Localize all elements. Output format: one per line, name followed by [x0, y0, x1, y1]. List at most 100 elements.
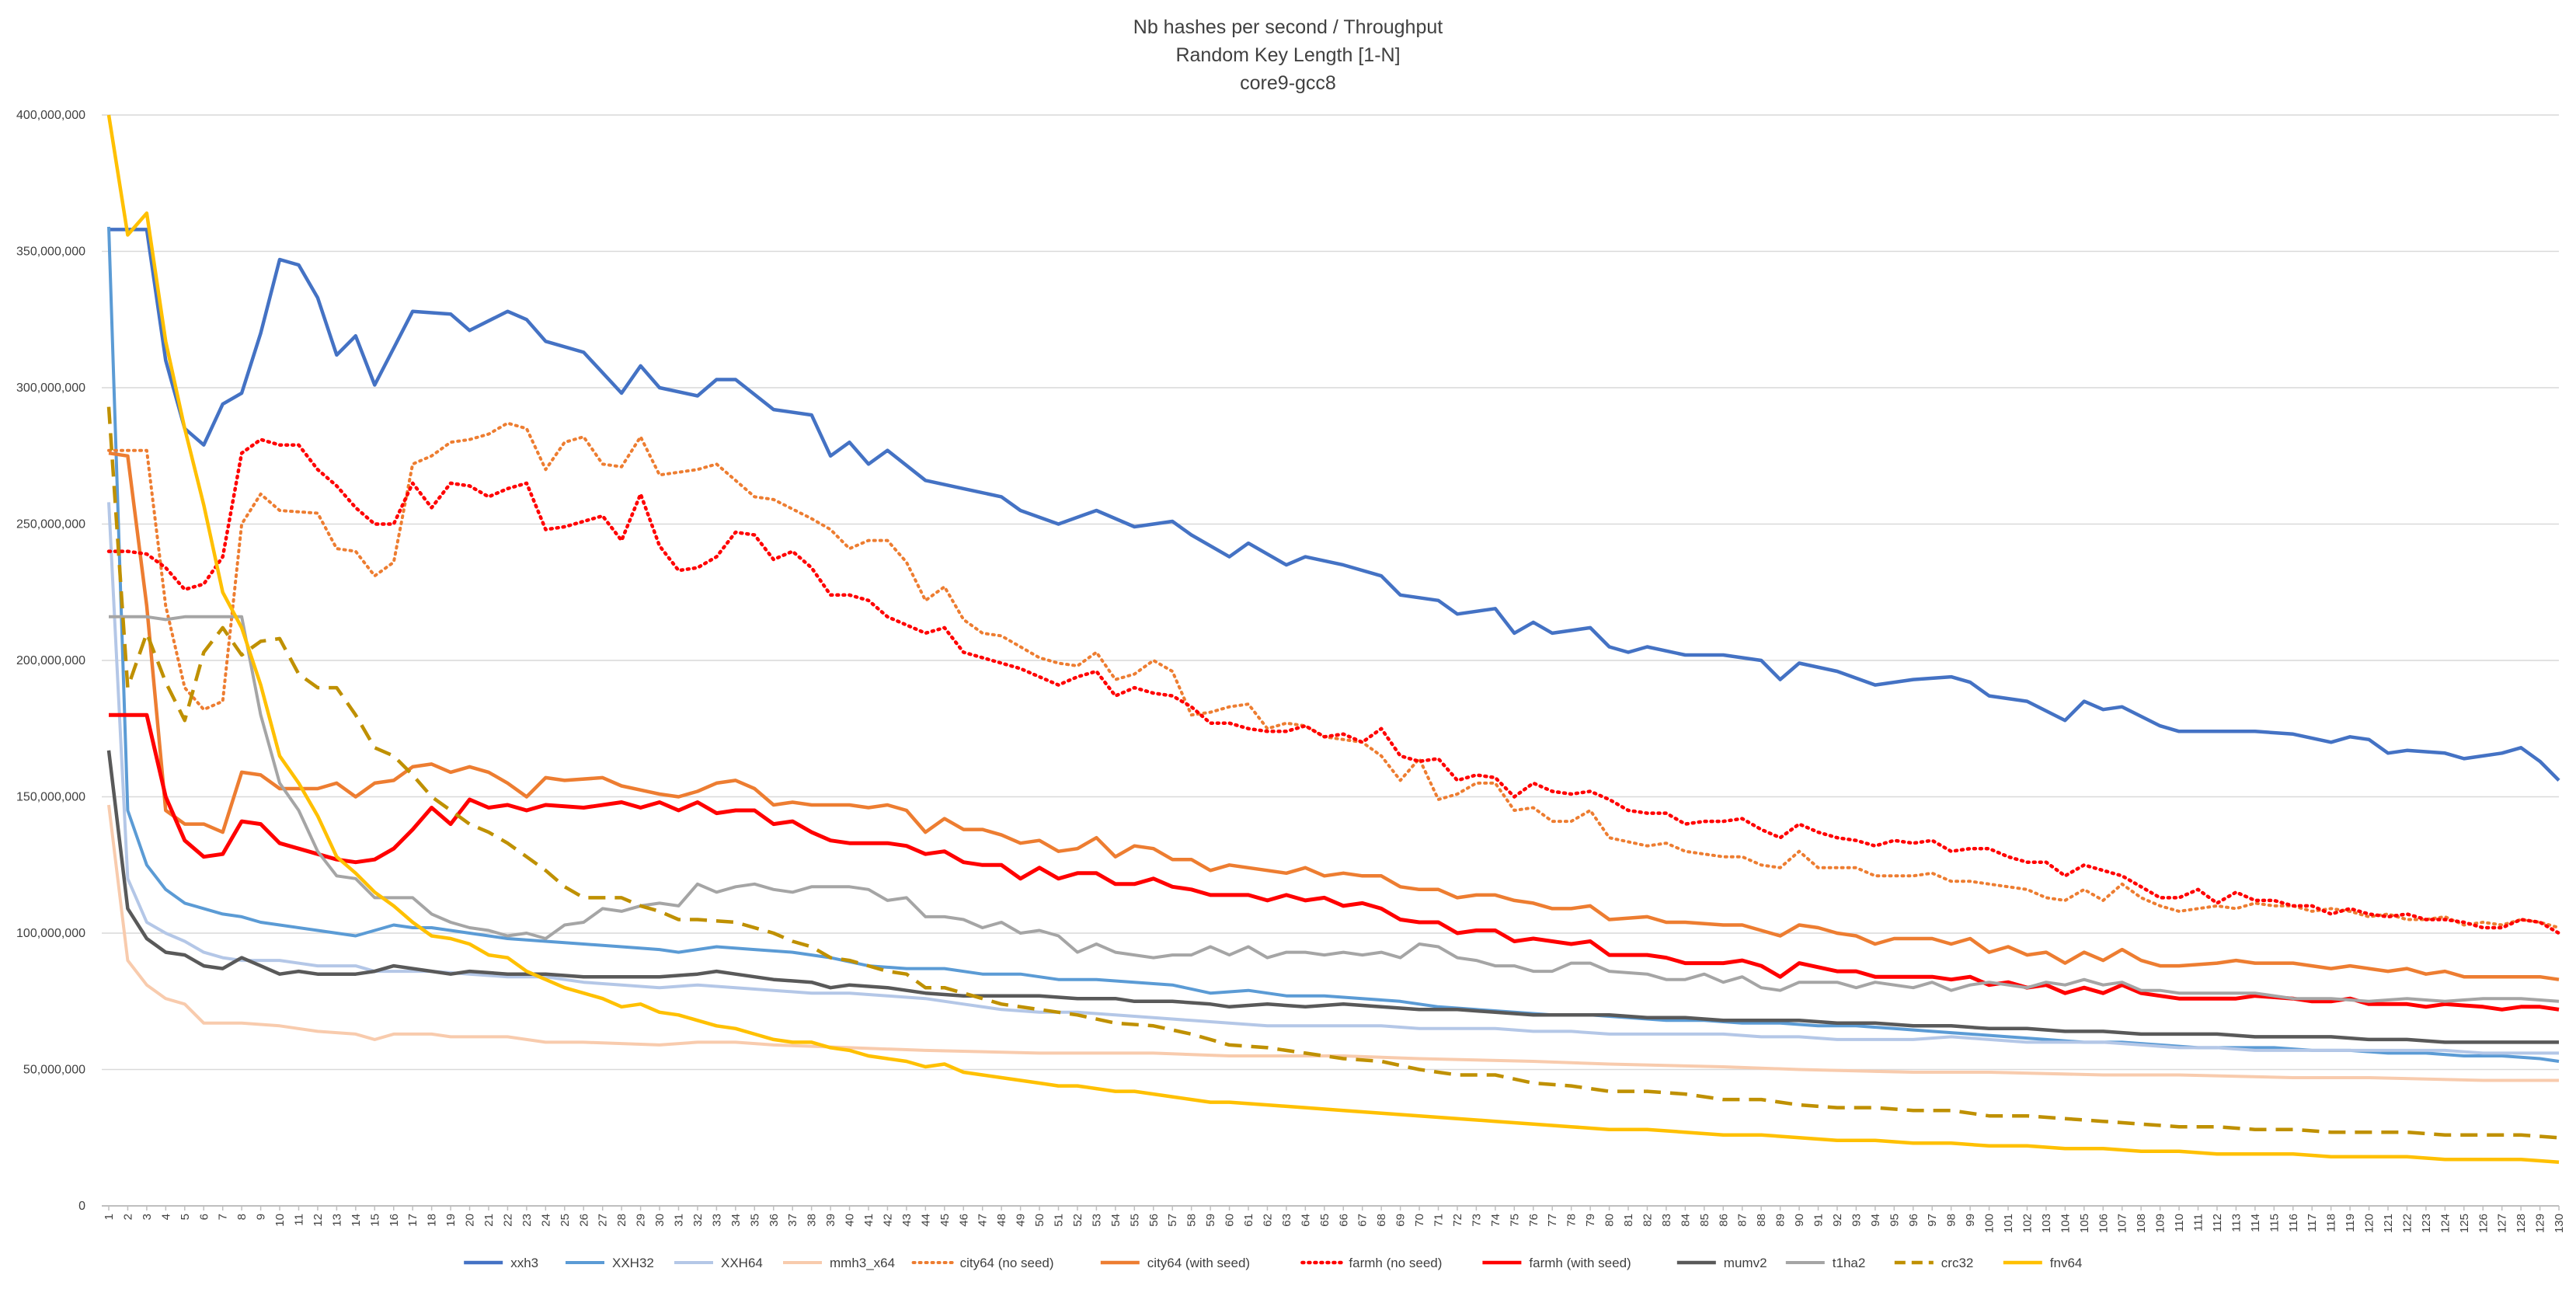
x-tick-label: 19	[444, 1214, 458, 1227]
x-tick-label: 59	[1204, 1214, 1217, 1227]
x-tick-label: 125	[2458, 1214, 2471, 1233]
x-tick-label: 9	[255, 1214, 268, 1220]
x-tick-label: 108	[2135, 1214, 2148, 1233]
x-tick-label: 1	[103, 1214, 116, 1220]
x-tick-label: 91	[1812, 1214, 1826, 1227]
x-tick-label: 114	[2249, 1214, 2262, 1232]
x-tick-label: 87	[1736, 1214, 1749, 1227]
x-tick-label: 82	[1641, 1214, 1654, 1227]
x-tick-label: 13	[330, 1214, 343, 1227]
x-tick-label: 17	[406, 1214, 419, 1227]
x-tick-label: 15	[368, 1214, 381, 1227]
legend-item-xxh3: xxh3	[464, 1256, 538, 1270]
x-tick-label: 112	[2211, 1214, 2224, 1232]
x-tick-label: 104	[2059, 1214, 2072, 1233]
x-tick-label: 103	[2040, 1214, 2053, 1233]
x-tick-label: 88	[1755, 1214, 1768, 1227]
x-tick-label: 120	[2363, 1214, 2376, 1233]
x-tick-label: 62	[1261, 1214, 1274, 1227]
series-line-mmh3-x64	[107, 804, 2559, 1082]
y-axis-tick-labels: 0 50,000,000 100,000,000 150,000,000 200,000…	[16, 109, 85, 1213]
x-tick-label: 116	[2287, 1214, 2300, 1232]
gridlines	[102, 114, 2560, 1211]
legend-label: city64 (with seed)	[1147, 1256, 1250, 1270]
x-tick-label: 36	[768, 1214, 781, 1227]
series-line-fnv64	[106, 114, 2560, 1165]
legend-label: farmh (no seed)	[1349, 1256, 1442, 1270]
x-tick-label: 44	[919, 1214, 932, 1227]
x-tick-label: 113	[2230, 1214, 2243, 1232]
x-tick-label: 56	[1147, 1214, 1161, 1227]
legend-item-fnv64: fnv64	[2003, 1256, 2083, 1270]
x-tick-label: 23	[520, 1214, 534, 1227]
x-tick-label: 84	[1679, 1214, 1692, 1227]
x-tick-label: 122	[2400, 1214, 2414, 1233]
x-tick-label: 35	[748, 1214, 761, 1227]
x-tick-label: 8	[235, 1214, 249, 1220]
series-line-farmh-no-seed	[106, 437, 2561, 935]
x-tick-label: 11	[293, 1214, 306, 1226]
legend-label: XXH32	[612, 1256, 654, 1270]
series-line-city64-with-seed	[108, 451, 2560, 981]
x-tick-label: 43	[900, 1214, 914, 1227]
x-tick-label: 75	[1508, 1214, 1521, 1227]
x-tick-label: 115	[2268, 1214, 2281, 1232]
x-tick-label: 102	[2021, 1214, 2034, 1233]
x-tick-label: 4	[159, 1214, 172, 1220]
x-tick-label: 2	[121, 1214, 134, 1220]
legend-item-mumv2: mumv2	[1676, 1256, 1767, 1270]
x-tick-label: 86	[1717, 1214, 1730, 1227]
legend-label: farmh (with seed)	[1529, 1256, 1631, 1270]
legend-label: fnv64	[2050, 1256, 2083, 1270]
x-tick-label: 106	[2097, 1214, 2110, 1233]
x-tick-label: 29	[635, 1214, 648, 1227]
x-tick-label: 21	[482, 1214, 496, 1227]
x-tick-label: 51	[1053, 1214, 1066, 1227]
x-tick-label: 58	[1185, 1214, 1199, 1227]
legend-label: mmh3_x64	[830, 1256, 895, 1270]
legend-item-city64-with-seed: city64 (with seed)	[1100, 1256, 1250, 1270]
x-tick-label: 127	[2496, 1214, 2509, 1233]
x-tick-label: 119	[2344, 1214, 2357, 1232]
x-tick-label: 33	[710, 1214, 723, 1227]
x-tick-label: 96	[1907, 1214, 1920, 1227]
legend-item-crc32: crc32	[1894, 1256, 1973, 1270]
x-tick-label: 64	[1299, 1214, 1312, 1227]
x-tick-label: 14	[350, 1214, 363, 1227]
x-tick-label: 129	[2534, 1214, 2547, 1233]
y-tick-label: 0	[78, 1200, 85, 1213]
x-tick-label: 101	[2002, 1214, 2015, 1233]
y-tick-label: 150,000,000	[16, 791, 85, 804]
x-tick-label: 5	[179, 1214, 192, 1220]
legend-item-xxh64: XXH64	[674, 1256, 763, 1270]
legend-item-xxh32: XXH32	[566, 1256, 654, 1270]
x-tick-label: 130	[2553, 1214, 2566, 1233]
x-tick-label: 42	[881, 1214, 894, 1227]
x-tick-label: 85	[1698, 1214, 1711, 1227]
x-tick-label: 76	[1527, 1214, 1540, 1227]
x-tick-label: 93	[1850, 1214, 1863, 1227]
x-tick-label: 61	[1242, 1214, 1255, 1227]
x-tick-label: 66	[1337, 1214, 1350, 1227]
x-tick-label: 90	[1793, 1214, 1806, 1227]
x-tick-label: 78	[1565, 1214, 1579, 1227]
x-tick-label: 27	[597, 1214, 610, 1227]
x-tick-label: 95	[1888, 1214, 1901, 1227]
legend-item-farmh-no-seed: farmh (no seed)	[1300, 1256, 1442, 1270]
x-tick-label: 92	[1831, 1214, 1844, 1227]
x-tick-label: 128	[2515, 1214, 2528, 1233]
y-tick-label: 100,000,000	[16, 927, 85, 940]
x-tick-label: 89	[1774, 1214, 1788, 1227]
x-tick-label: 80	[1603, 1214, 1617, 1227]
x-tick-label: 83	[1660, 1214, 1673, 1227]
x-tick-label: 99	[1964, 1214, 1977, 1227]
x-tick-label: 107	[2116, 1214, 2129, 1233]
legend-label: XXH64	[721, 1256, 763, 1270]
x-tick-label: 50	[1033, 1214, 1046, 1227]
y-tick-label: 400,000,000	[16, 109, 85, 122]
x-tick-label: 53	[1090, 1214, 1103, 1227]
x-tick-label: 60	[1224, 1214, 1237, 1227]
series-lines	[106, 114, 2561, 1165]
x-tick-label: 3	[141, 1214, 154, 1220]
